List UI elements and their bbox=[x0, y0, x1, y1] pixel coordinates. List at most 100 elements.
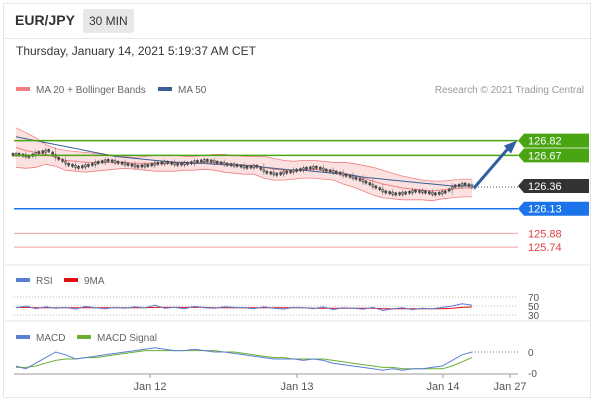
candle-body bbox=[279, 172, 282, 175]
macd-legend-swatch bbox=[16, 335, 30, 339]
candle-body bbox=[47, 149, 51, 152]
candle-body bbox=[249, 165, 253, 169]
candle-body bbox=[245, 165, 249, 169]
candle-body bbox=[398, 192, 401, 195]
candle-body bbox=[225, 163, 229, 166]
rsi-legend-label: RSI bbox=[36, 276, 53, 287]
candle-body bbox=[295, 168, 298, 172]
candle-body bbox=[120, 161, 124, 165]
level-tag-126.82 bbox=[518, 133, 589, 148]
rsi-legend-label: 9MA bbox=[84, 276, 105, 287]
legend-swatch bbox=[158, 87, 172, 91]
legend-label: MA 50 bbox=[178, 85, 207, 96]
level-label-126.13: 126.13 bbox=[528, 204, 562, 216]
candle-body bbox=[338, 171, 342, 175]
macd-legend-label: MACD bbox=[36, 333, 65, 344]
candle-body bbox=[259, 166, 263, 170]
x-tick-label: Jan 14 bbox=[426, 381, 459, 393]
level-label-126.36: 126.36 bbox=[528, 181, 562, 193]
rsi-legend-swatch bbox=[16, 278, 30, 282]
candle-body bbox=[156, 162, 160, 165]
projection-arrow bbox=[472, 147, 510, 189]
candle-body bbox=[424, 190, 427, 194]
candle-body bbox=[463, 182, 467, 186]
macd-line bbox=[15, 347, 473, 371]
candle-body bbox=[255, 164, 259, 168]
level-tag-126.67 bbox=[518, 148, 589, 163]
candle-body bbox=[309, 166, 312, 170]
candle-body bbox=[190, 161, 193, 164]
legend-label: MA 20 + Bollinger Bands bbox=[36, 85, 146, 96]
rsi-legend-swatch bbox=[64, 278, 78, 282]
candle-body bbox=[418, 189, 421, 193]
candle-body bbox=[87, 164, 90, 167]
candle-body bbox=[378, 187, 382, 190]
candle-body bbox=[348, 174, 352, 178]
level-label-125.74: 125.74 bbox=[528, 242, 562, 254]
chart-timestamp: Thursday, January 14, 2021 5:19:37 AM CE… bbox=[16, 44, 256, 58]
candle-body bbox=[384, 190, 388, 194]
macd-legend-swatch bbox=[77, 335, 91, 339]
candle-body bbox=[299, 168, 302, 171]
x-tick-label: Jan 27 bbox=[493, 381, 526, 393]
macd-tick: 0 bbox=[528, 348, 534, 359]
candle-body bbox=[130, 163, 134, 167]
candle-body bbox=[285, 170, 288, 174]
candle-body bbox=[319, 166, 322, 170]
candle-body bbox=[325, 168, 328, 172]
candle-body bbox=[61, 159, 64, 162]
candle-body bbox=[106, 159, 110, 162]
candle-body bbox=[235, 164, 239, 167]
candle-body bbox=[110, 159, 114, 163]
candle-body bbox=[414, 189, 417, 193]
candle-body bbox=[334, 170, 338, 174]
candle-body bbox=[91, 163, 94, 166]
macd-tick: -0 bbox=[528, 369, 537, 380]
candle-body bbox=[140, 164, 144, 168]
candle-body bbox=[388, 191, 391, 194]
candle-body bbox=[200, 159, 203, 163]
candle-body bbox=[358, 178, 362, 181]
candle-body bbox=[364, 180, 368, 184]
candle-body bbox=[170, 161, 173, 165]
candle-body bbox=[434, 192, 437, 196]
candle-body bbox=[443, 190, 447, 194]
candle-body bbox=[289, 170, 292, 173]
rsi-tick: 70 bbox=[528, 293, 540, 304]
candle-body bbox=[67, 163, 70, 166]
level-label-126.82: 126.82 bbox=[528, 136, 562, 148]
candle-body bbox=[467, 183, 471, 187]
candle-body bbox=[180, 162, 183, 166]
macd-legend-label: MACD Signal bbox=[97, 333, 157, 344]
candle-body bbox=[215, 161, 219, 164]
candle-body bbox=[116, 161, 120, 164]
projection-arrowhead bbox=[504, 140, 517, 154]
candle-body bbox=[404, 191, 407, 195]
bollinger-upper-line bbox=[15, 127, 472, 182]
candle-body bbox=[394, 192, 397, 196]
candle-body bbox=[97, 161, 100, 164]
candle-body bbox=[437, 191, 441, 195]
candle-body bbox=[37, 151, 41, 154]
timeframe-badge[interactable]: 30 MIN bbox=[83, 9, 134, 33]
candle-body bbox=[81, 165, 84, 168]
candle-body bbox=[166, 161, 169, 164]
rsi-tick: 30 bbox=[528, 311, 540, 322]
candle-body bbox=[368, 182, 372, 185]
level-tag-126.36 bbox=[518, 179, 589, 194]
candle-body bbox=[146, 164, 150, 167]
candle-body bbox=[77, 165, 80, 169]
candle-body bbox=[209, 159, 213, 163]
candle-body bbox=[453, 184, 457, 188]
level-label-126.67: 126.67 bbox=[528, 150, 562, 162]
legend-swatch bbox=[16, 87, 30, 91]
candle-body bbox=[186, 162, 189, 165]
candle-body bbox=[428, 191, 431, 194]
candle-body bbox=[176, 163, 179, 166]
candle-body bbox=[229, 163, 233, 166]
candle-body bbox=[344, 173, 348, 177]
bollinger-lower-line bbox=[15, 163, 472, 202]
chart-frame bbox=[3, 3, 591, 398]
candle-body bbox=[196, 160, 199, 163]
